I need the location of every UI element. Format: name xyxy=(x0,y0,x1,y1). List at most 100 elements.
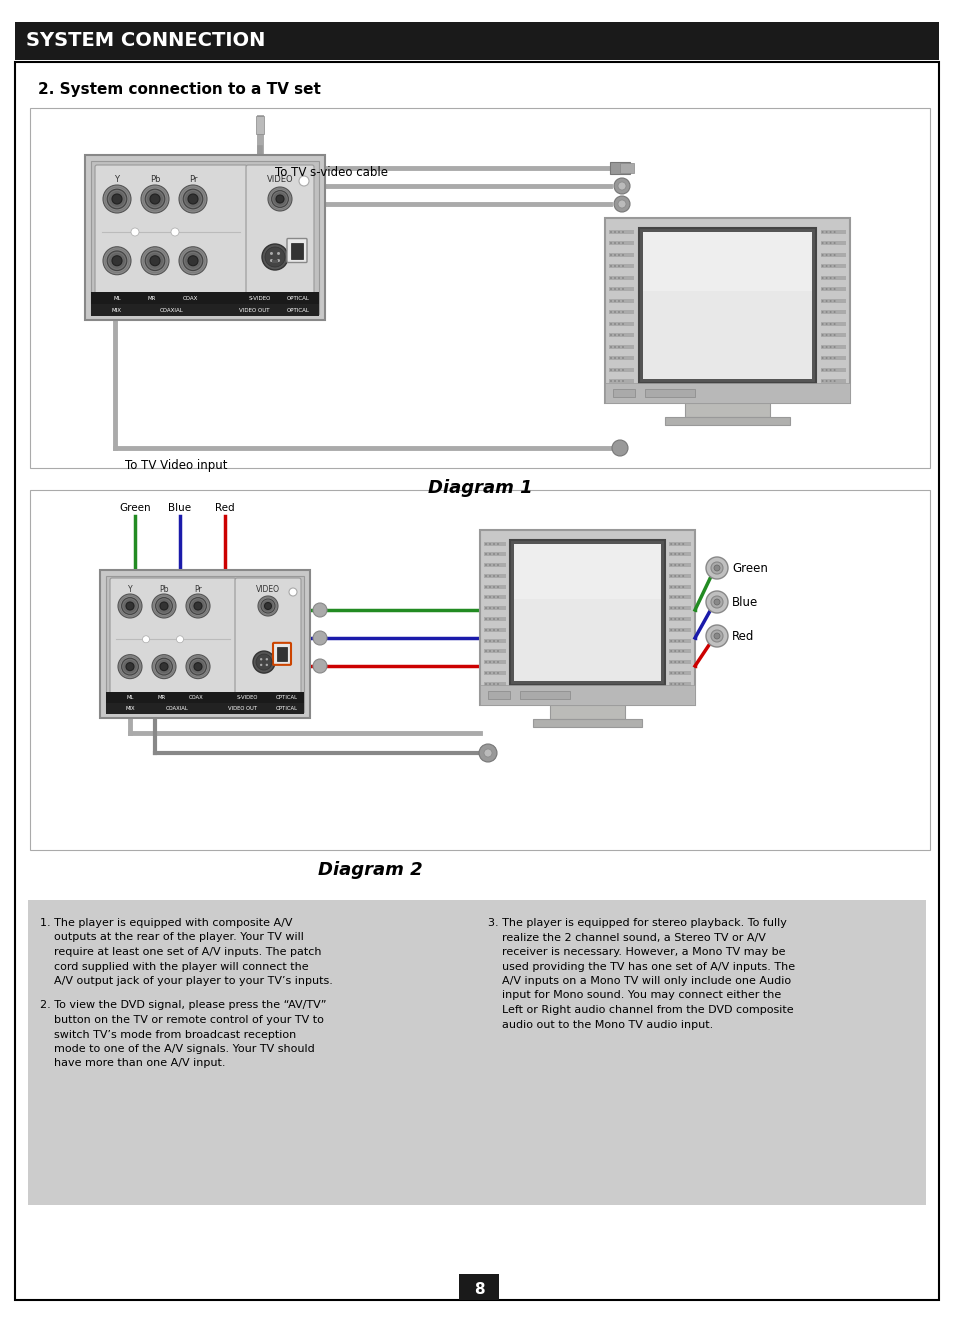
Bar xyxy=(483,672,505,676)
Text: audio out to the Mono TV audio input.: audio out to the Mono TV audio input. xyxy=(488,1019,713,1030)
Circle shape xyxy=(829,254,831,257)
Circle shape xyxy=(621,287,623,290)
Circle shape xyxy=(489,607,491,608)
Text: realize the 2 channel sound, a Stereo TV or A/V: realize the 2 channel sound, a Stereo TV… xyxy=(488,932,765,943)
Circle shape xyxy=(833,231,835,232)
Circle shape xyxy=(710,630,722,642)
Circle shape xyxy=(833,287,835,290)
Bar xyxy=(30,107,929,467)
Circle shape xyxy=(614,357,616,359)
Text: 2. To view the DVD signal, please press the “AV/TV”: 2. To view the DVD signal, please press … xyxy=(40,1001,326,1010)
Circle shape xyxy=(264,603,272,610)
Bar xyxy=(644,389,695,398)
Circle shape xyxy=(265,247,285,267)
Circle shape xyxy=(497,607,498,608)
Circle shape xyxy=(614,265,616,267)
FancyBboxPatch shape xyxy=(95,165,247,294)
Circle shape xyxy=(497,618,498,620)
Circle shape xyxy=(489,575,491,577)
Text: COAXIAL: COAXIAL xyxy=(160,308,184,313)
Circle shape xyxy=(484,641,486,642)
Text: Blue: Blue xyxy=(169,504,192,513)
Bar xyxy=(820,368,845,372)
Circle shape xyxy=(493,607,495,608)
Bar xyxy=(483,639,505,643)
Circle shape xyxy=(497,641,498,642)
Circle shape xyxy=(183,189,203,208)
Circle shape xyxy=(493,618,495,620)
Circle shape xyxy=(484,564,486,565)
Circle shape xyxy=(824,231,827,232)
Text: Diagram 1: Diagram 1 xyxy=(427,479,532,497)
Text: MIX: MIX xyxy=(112,308,122,313)
Circle shape xyxy=(681,596,683,598)
Circle shape xyxy=(618,242,619,244)
Circle shape xyxy=(618,334,619,336)
Circle shape xyxy=(121,658,138,676)
Circle shape xyxy=(621,231,623,232)
Circle shape xyxy=(497,650,498,651)
Text: OPTICAL: OPTICAL xyxy=(275,706,297,710)
Circle shape xyxy=(674,629,676,631)
Circle shape xyxy=(833,334,835,336)
Bar xyxy=(684,403,770,416)
Text: 2. System connection to a TV set: 2. System connection to a TV set xyxy=(38,82,320,97)
Circle shape xyxy=(824,242,827,244)
Bar xyxy=(30,490,929,850)
Circle shape xyxy=(497,564,498,565)
Circle shape xyxy=(493,650,495,651)
Circle shape xyxy=(614,312,616,313)
Bar xyxy=(604,383,849,403)
Bar xyxy=(820,310,845,314)
Circle shape xyxy=(118,654,142,678)
Bar xyxy=(608,230,634,234)
Text: MR: MR xyxy=(148,295,156,301)
Bar xyxy=(668,552,690,556)
Circle shape xyxy=(179,247,207,275)
Circle shape xyxy=(289,588,296,596)
Circle shape xyxy=(821,334,822,336)
Circle shape xyxy=(821,277,822,279)
Bar xyxy=(483,586,505,590)
Circle shape xyxy=(829,242,831,244)
Circle shape xyxy=(614,242,616,244)
Circle shape xyxy=(614,287,616,290)
Circle shape xyxy=(670,672,672,674)
Bar xyxy=(483,659,505,663)
Circle shape xyxy=(188,193,198,204)
Circle shape xyxy=(609,312,612,313)
Bar xyxy=(483,595,505,599)
Circle shape xyxy=(618,346,619,348)
Bar xyxy=(483,629,505,633)
Circle shape xyxy=(493,543,495,545)
Circle shape xyxy=(674,618,676,620)
Bar xyxy=(608,356,634,360)
Bar xyxy=(668,616,690,620)
Circle shape xyxy=(618,254,619,257)
Text: Blue: Blue xyxy=(731,596,758,610)
Circle shape xyxy=(614,346,616,348)
Circle shape xyxy=(609,380,612,381)
Bar xyxy=(820,240,845,244)
Bar xyxy=(608,379,634,383)
Circle shape xyxy=(670,575,672,577)
Circle shape xyxy=(829,299,831,302)
Text: VIDEO: VIDEO xyxy=(267,175,293,184)
Circle shape xyxy=(670,543,672,545)
Circle shape xyxy=(681,618,683,620)
Circle shape xyxy=(253,651,274,673)
Circle shape xyxy=(614,254,616,257)
Circle shape xyxy=(678,650,679,651)
Circle shape xyxy=(824,265,827,267)
Circle shape xyxy=(489,564,491,565)
Circle shape xyxy=(829,324,831,325)
Circle shape xyxy=(489,661,491,663)
Circle shape xyxy=(621,334,623,336)
Circle shape xyxy=(678,607,679,608)
Circle shape xyxy=(493,672,495,674)
Text: Green: Green xyxy=(119,504,151,513)
Bar xyxy=(106,702,304,714)
Circle shape xyxy=(824,299,827,302)
Circle shape xyxy=(681,650,683,651)
Circle shape xyxy=(190,598,206,614)
